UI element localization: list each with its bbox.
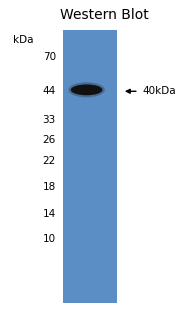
Text: 70: 70 <box>43 52 56 62</box>
Text: 18: 18 <box>43 181 56 192</box>
Text: Western Blot: Western Blot <box>60 8 149 22</box>
Ellipse shape <box>68 82 105 97</box>
Text: kDa: kDa <box>13 35 34 45</box>
Text: 33: 33 <box>43 115 56 125</box>
Text: 10: 10 <box>43 234 56 244</box>
Ellipse shape <box>71 84 102 95</box>
Text: 22: 22 <box>43 156 56 166</box>
Text: 40kDa: 40kDa <box>142 86 176 96</box>
Text: 26: 26 <box>43 135 56 145</box>
Bar <box>63 30 117 303</box>
Text: 14: 14 <box>43 209 56 218</box>
Text: 44: 44 <box>43 86 56 96</box>
